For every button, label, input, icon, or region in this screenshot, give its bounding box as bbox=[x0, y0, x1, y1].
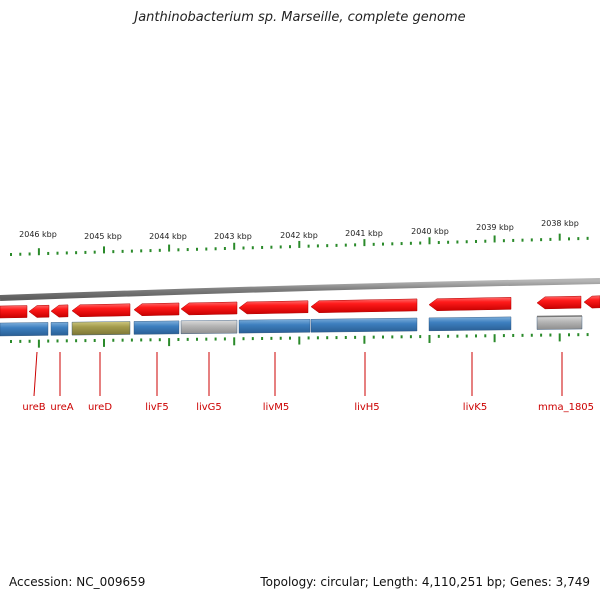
gene-block bbox=[133, 320, 180, 335]
cds-arrow bbox=[583, 295, 600, 309]
gene-block bbox=[238, 319, 311, 334]
cds-arrow bbox=[133, 302, 180, 316]
gene-label: livK5 bbox=[463, 402, 487, 413]
topology-text: Topology: circular; Length: 4,110,251 bp… bbox=[260, 575, 590, 589]
scale-label: 2042 kbp bbox=[280, 231, 318, 240]
gene-label: ureB bbox=[22, 402, 45, 413]
genome-title: Janthinobacterium sp. Marseille, complet… bbox=[134, 10, 466, 25]
cds-arrow bbox=[310, 298, 418, 313]
genome-backbone bbox=[0, 278, 600, 301]
cds-arrow bbox=[71, 303, 131, 318]
accession-text: Accession: NC_009659 bbox=[9, 575, 146, 589]
scale-label: 2044 kbp bbox=[149, 232, 187, 241]
gene-label: ureA bbox=[50, 402, 73, 413]
scale-label: 2046 kbp bbox=[19, 230, 57, 239]
gene-block bbox=[428, 316, 512, 332]
cds-arrow bbox=[238, 300, 309, 315]
gene-label: livM5 bbox=[263, 402, 289, 413]
gene-block bbox=[310, 317, 418, 333]
gene-block bbox=[536, 315, 583, 330]
scale-label: 2041 kbp bbox=[345, 229, 383, 238]
cds-arrow bbox=[536, 295, 582, 310]
scale-label: 2040 kbp bbox=[411, 227, 449, 236]
gene-block bbox=[50, 321, 69, 336]
gene-label: livH5 bbox=[354, 402, 379, 413]
cds-arrow bbox=[28, 304, 50, 318]
gene-label: livG5 bbox=[196, 402, 222, 413]
gene-block bbox=[71, 321, 131, 336]
gene-block bbox=[180, 319, 238, 335]
gene-label: mma_1805 bbox=[538, 402, 594, 413]
scale-label: 2045 kbp bbox=[84, 232, 122, 241]
gene-edge bbox=[536, 315, 583, 318]
gene-label: livF5 bbox=[145, 402, 169, 413]
gene-block bbox=[0, 322, 49, 337]
gene-label-leader bbox=[33, 351, 38, 397]
cds-arrow bbox=[50, 304, 69, 318]
scale-label: 2038 kbp bbox=[541, 219, 579, 228]
cds-arrow bbox=[428, 297, 512, 311]
cds-arrow bbox=[180, 301, 238, 316]
cds-arrow bbox=[0, 305, 28, 319]
scale-label: 2043 kbp bbox=[214, 232, 252, 241]
scale-label: 2039 kbp bbox=[476, 223, 514, 232]
gene-label: ureD bbox=[88, 402, 112, 413]
